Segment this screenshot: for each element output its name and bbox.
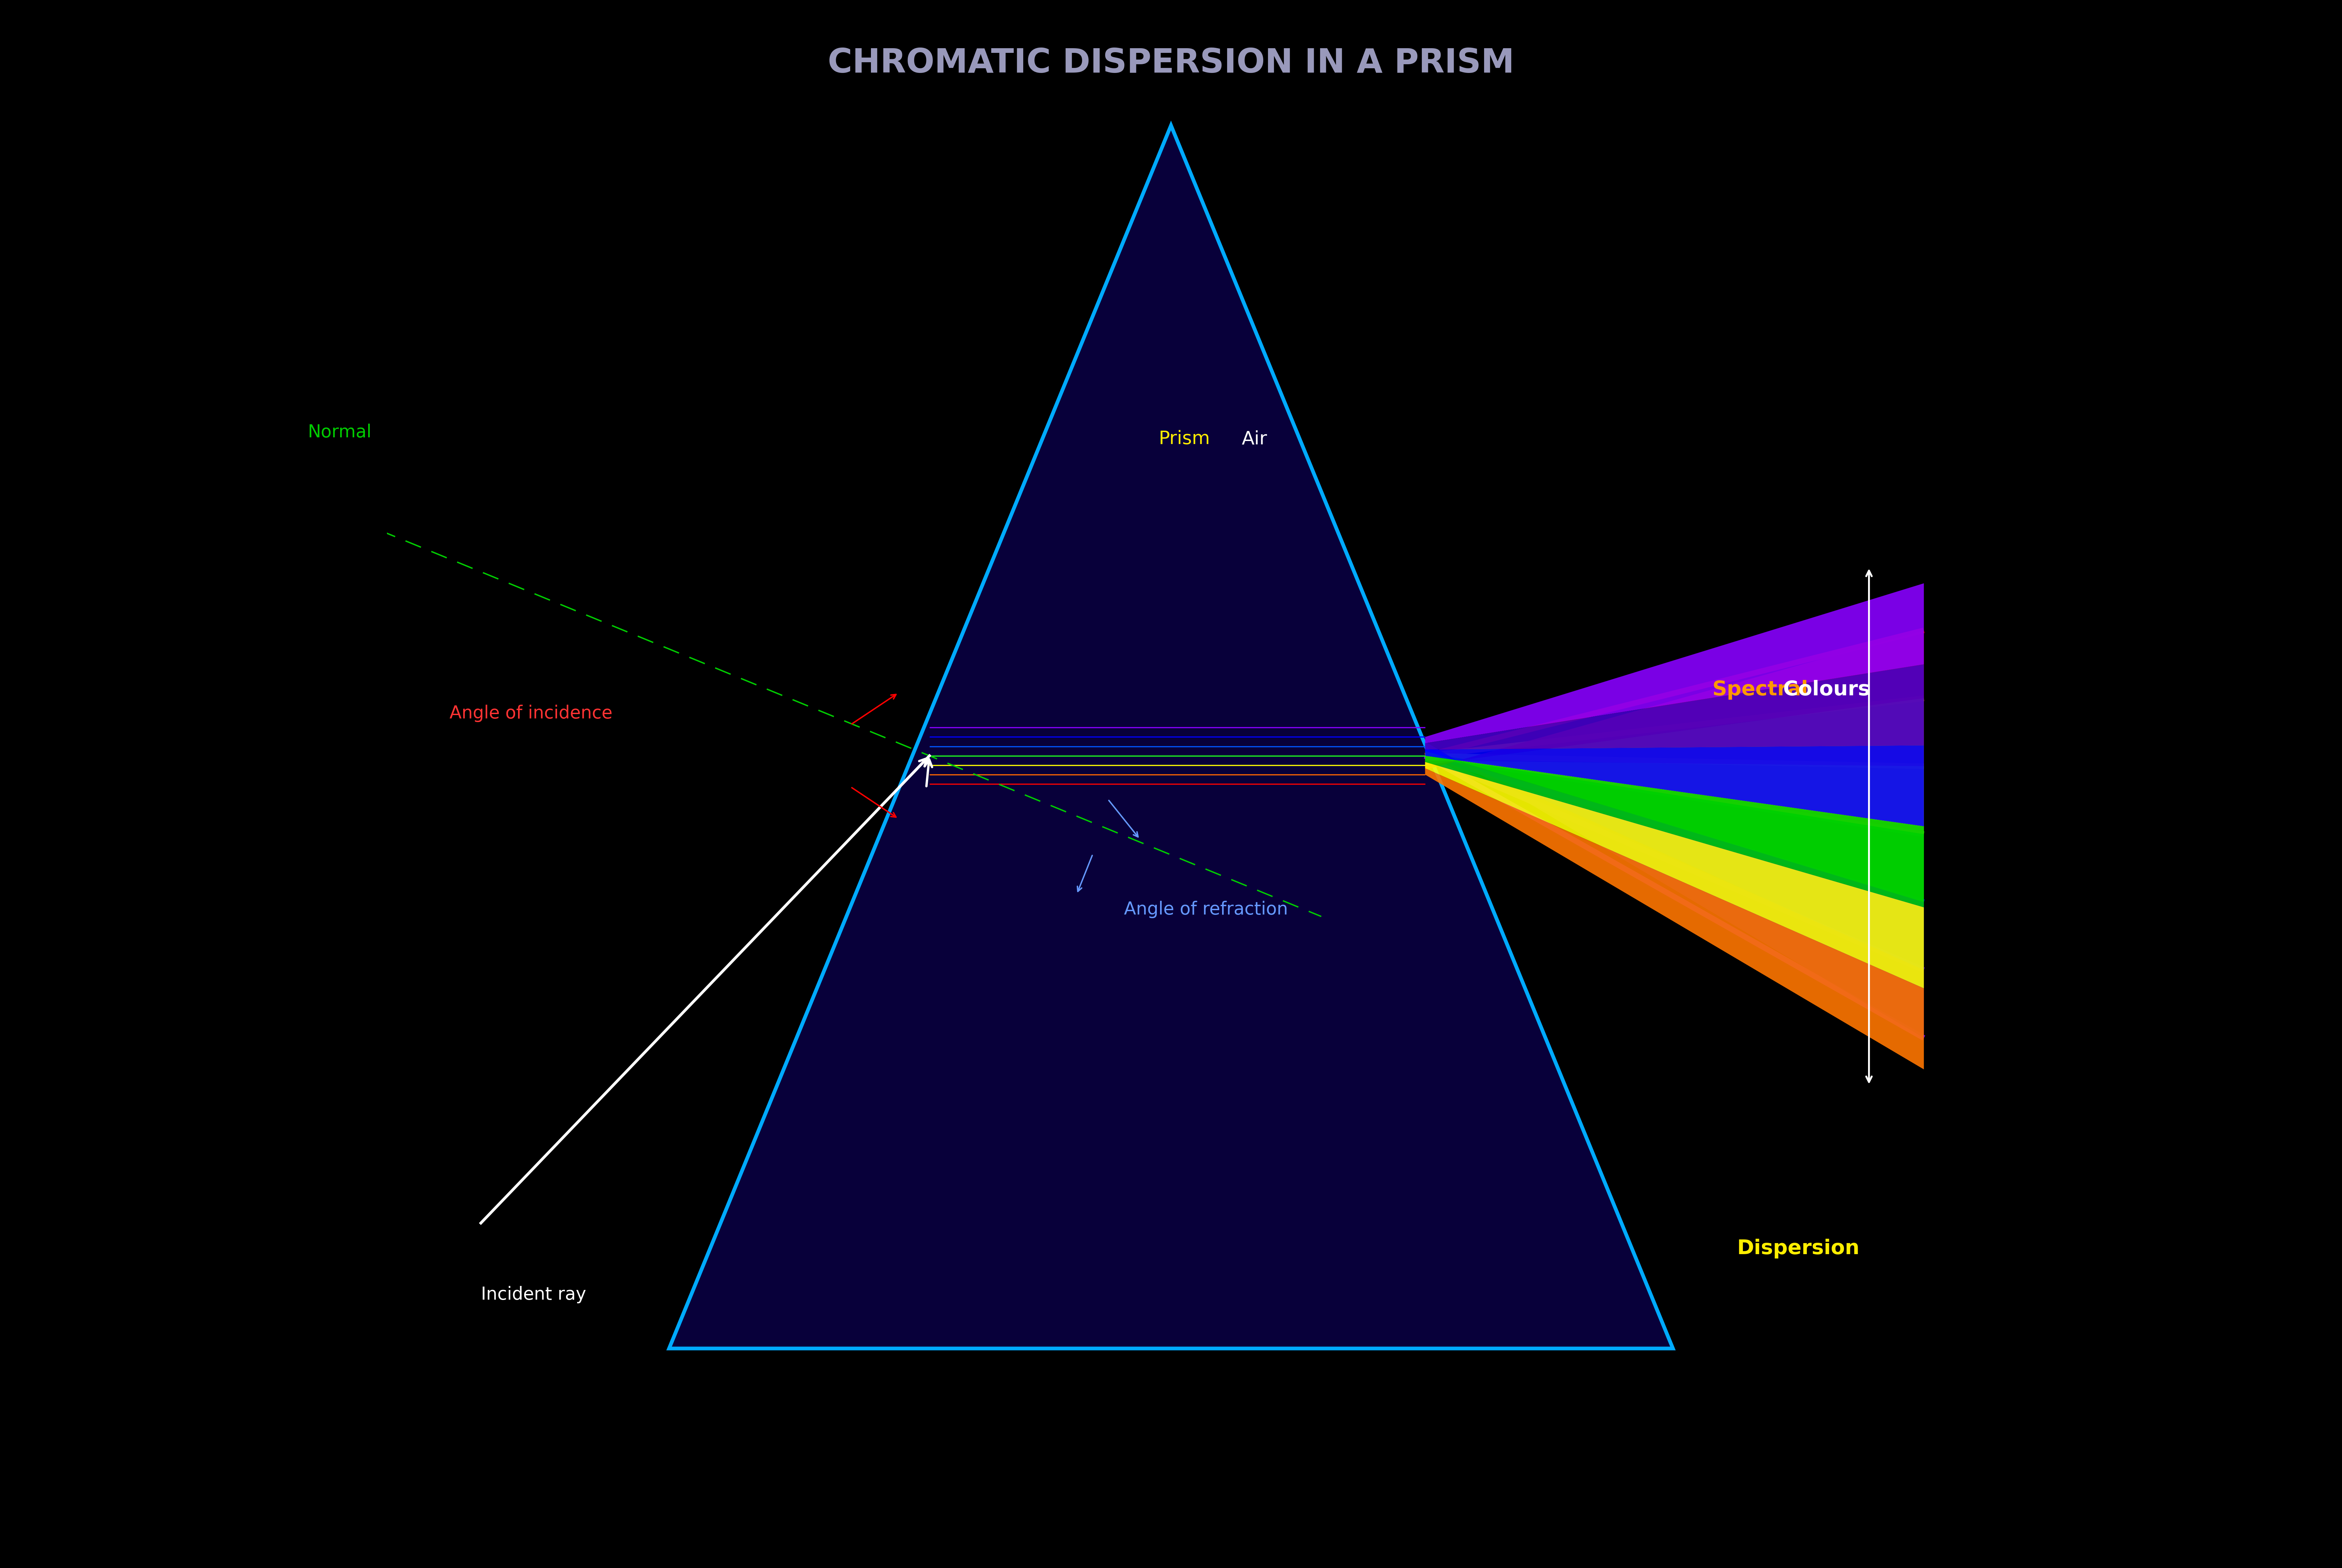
Text: Angle of refraction: Angle of refraction (1124, 900, 1288, 919)
Text: Spectral: Spectral (1712, 681, 1808, 699)
Polygon shape (1424, 698, 1923, 767)
Text: Dispersion: Dispersion (1738, 1239, 1860, 1259)
Polygon shape (1424, 762, 1923, 988)
Polygon shape (1424, 630, 1923, 770)
Text: Angle of incidence: Angle of incidence (450, 704, 611, 723)
Polygon shape (1424, 742, 1923, 1038)
Polygon shape (1424, 745, 1923, 826)
Polygon shape (1424, 751, 1923, 902)
Polygon shape (1424, 768, 1923, 1069)
Polygon shape (670, 125, 1672, 1348)
Text: Normal: Normal (307, 423, 372, 441)
Text: Colours: Colours (1712, 681, 1871, 699)
Polygon shape (1424, 746, 1923, 971)
Polygon shape (1424, 665, 1923, 750)
Text: Prism: Prism (1159, 430, 1211, 448)
Polygon shape (1424, 756, 1923, 908)
Text: Incident ray: Incident ray (480, 1286, 586, 1303)
Polygon shape (1424, 583, 1923, 743)
Text: CHROMATIC DISPERSION IN A PRISM: CHROMATIC DISPERSION IN A PRISM (827, 47, 1515, 80)
Text: Air: Air (1241, 430, 1267, 448)
Polygon shape (1424, 756, 1923, 834)
